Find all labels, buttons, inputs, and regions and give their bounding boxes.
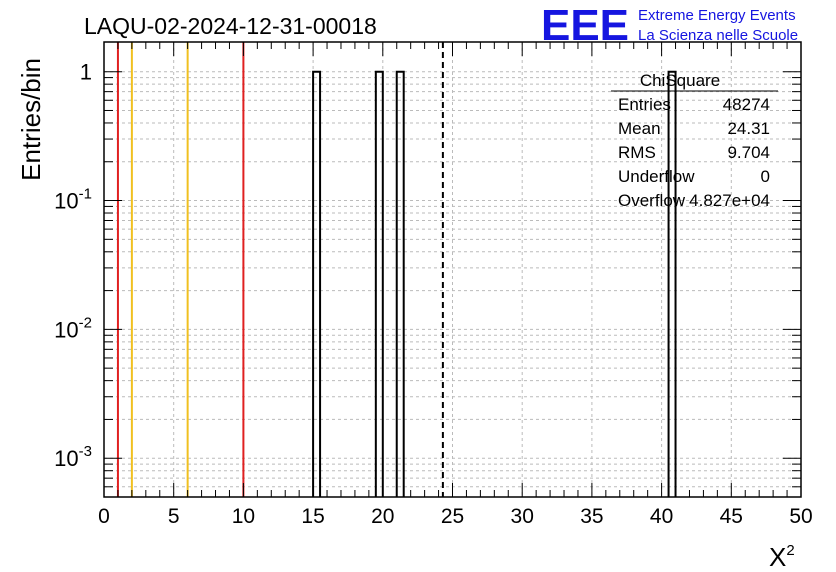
histogram-bar	[395, 70, 405, 497]
x-tick-label: 5	[168, 505, 180, 528]
y-tick-label: 10-1	[54, 186, 92, 214]
y-tick-label: 10-2	[54, 314, 92, 342]
y-tick-label-base: 10	[54, 317, 78, 342]
histogram-bars	[312, 70, 677, 497]
stats-row-value: 24.31	[727, 119, 770, 138]
x-tick-label: 50	[789, 505, 812, 528]
x-tick-label: 15	[301, 505, 324, 528]
y-tick-label-exponent: -2	[79, 314, 92, 331]
x-tick-label: 45	[720, 505, 743, 528]
stats-row-label: Entries	[618, 95, 671, 114]
y-tick-label: 1	[80, 60, 92, 85]
stats-row-label: Underflow	[618, 167, 695, 186]
stats-row-value: 4.827e+04	[689, 191, 770, 210]
y-tick-label-exponent: -1	[79, 186, 92, 203]
stats-row-label: Overflow	[618, 191, 686, 210]
x-axis-label-exponent: 2	[786, 542, 794, 559]
y-tick-label-base: 1	[80, 60, 92, 85]
eee-logo-letters: EEE	[541, 1, 629, 50]
stats-row-label: RMS	[618, 143, 656, 162]
eee-logo-line2: La Scienza nelle Scuole	[638, 27, 798, 44]
stats-box-title: ChiSquare	[640, 71, 720, 90]
x-tick-label: 40	[650, 505, 673, 528]
histogram-bar	[374, 70, 384, 497]
x-tick-label: 25	[441, 505, 464, 528]
grid	[104, 42, 801, 497]
stats-box: ChiSquare Entries 48274 Mean 24.31 RMS 9.704 U…	[611, 71, 778, 210]
chart-title: LAQU-02-2024-12-31-00018	[84, 13, 377, 39]
reference-lines	[116, 42, 444, 497]
histogram-bar	[312, 70, 322, 497]
stats-row-value: 48274	[723, 95, 770, 114]
stats-row-value: 0	[761, 167, 770, 186]
stats-row-label: Mean	[618, 119, 661, 138]
y-tick-label-base: 10	[54, 189, 78, 214]
histogram-bar	[667, 70, 677, 497]
x-tick-label: 35	[580, 505, 603, 528]
x-axis-label-base: X	[769, 542, 786, 572]
y-tick-label-exponent: -3	[79, 443, 92, 460]
x-tick-label: 20	[371, 505, 394, 528]
stats-row-value: 9.704	[727, 143, 770, 162]
y-tick-label-base: 10	[54, 446, 78, 471]
y-tick-label: 10-3	[54, 443, 92, 471]
x-tick-label: 10	[232, 505, 255, 528]
y-axis-label: Entries/bin	[16, 58, 46, 181]
x-axis-label: X2	[769, 542, 795, 572]
x-tick-label: 0	[98, 505, 110, 528]
eee-logo-line1: Extreme Energy Events	[638, 7, 796, 24]
x-tick-label: 30	[511, 505, 534, 528]
eee-logo: EEE Extreme Energy Events La Scienza nel…	[541, 1, 798, 50]
